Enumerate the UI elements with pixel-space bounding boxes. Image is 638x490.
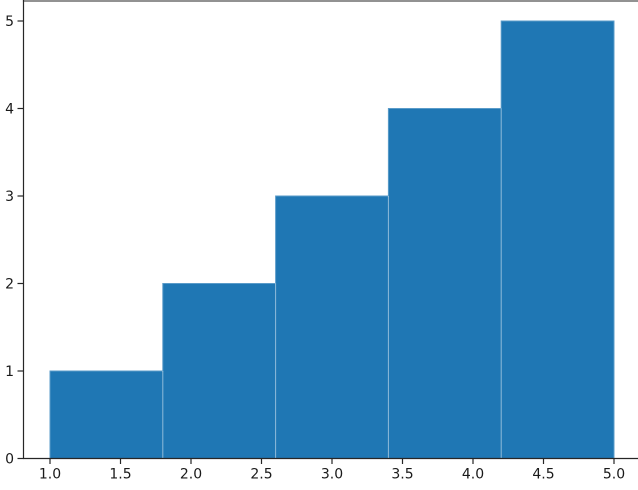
x-tick-label: 2.5 (250, 467, 272, 483)
y-tick-label: 4 (5, 102, 14, 118)
x-tick-label: 4.0 (462, 467, 484, 483)
x-tick-label: 2.0 (180, 467, 202, 483)
y-tick-label: 5 (5, 14, 14, 30)
x-tick-label: 4.5 (532, 467, 554, 483)
x-tick-label: 1.0 (39, 467, 61, 483)
y-tick-label: 1 (5, 364, 14, 380)
x-tick-label: 1.5 (109, 467, 131, 483)
y-tick-label: 0 (5, 452, 14, 468)
x-tick-label: 3.0 (321, 467, 343, 483)
x-tick-label: 5.0 (603, 467, 625, 483)
y-tick-label: 2 (5, 277, 14, 293)
y-tick-label: 3 (5, 189, 14, 205)
x-tick-label: 3.5 (391, 467, 413, 483)
